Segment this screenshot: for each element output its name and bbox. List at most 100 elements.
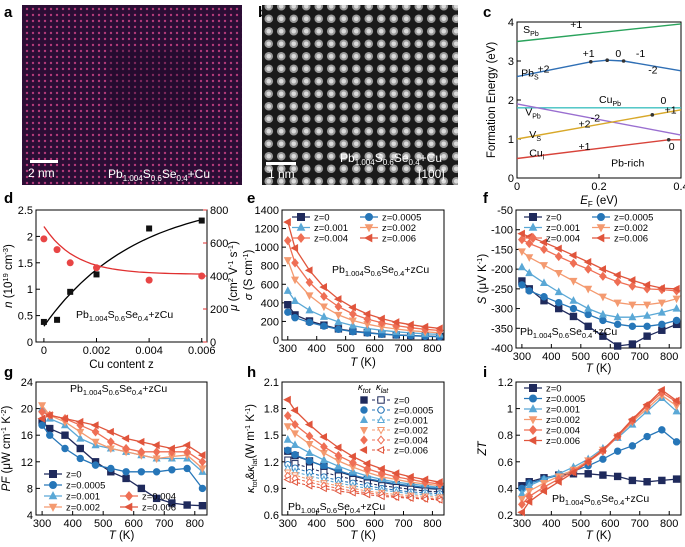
g-data-point [168, 499, 176, 507]
g-legend-label: z=0.002 [66, 503, 100, 514]
e-legend-label: z=0.004 [314, 234, 348, 245]
e-legend-label: z=0.002 [382, 223, 416, 234]
h-ytick-label: 1.2 [264, 457, 279, 469]
h-data-point [363, 464, 372, 474]
f-legend-marker [529, 213, 537, 221]
e-data-point [305, 277, 314, 288]
d-ytick-label: 0 [27, 337, 33, 349]
e-data-point [377, 314, 385, 323]
e-data-point [435, 324, 443, 333]
f-data-point [657, 284, 665, 293]
f-data-point [672, 303, 681, 312]
g-data-point [38, 407, 46, 417]
i-legend-marker [529, 394, 537, 403]
f-ytick-label: -100 [491, 225, 513, 237]
f-data-point [613, 277, 622, 287]
h-data-point [320, 442, 328, 452]
d-n-point [93, 271, 100, 278]
g-data-point [61, 431, 69, 439]
g-compound-label: Pb1.004S0.6Se0.4+zCu [70, 383, 167, 397]
e-data-point [283, 218, 291, 227]
c-charge-label: 0 [615, 48, 621, 60]
i-ytick-label: 0.4 [498, 483, 513, 495]
i-legend-label: z=0.0005 [546, 394, 585, 405]
g-xtick-label: 300 [33, 518, 51, 530]
c-charge-label: +2 [538, 64, 550, 76]
f-legend-marker [597, 213, 605, 221]
h-legend-header-lat: κlat [376, 382, 389, 395]
d-ytick-right-label: 0 [210, 337, 216, 349]
f-legend-label: z=0.0005 [614, 213, 653, 224]
g-data-point [122, 443, 130, 454]
c-xtick-label: 0 [514, 181, 520, 193]
h-data-point [348, 452, 356, 461]
g-data-point [76, 428, 85, 437]
d-mu-point [93, 264, 101, 272]
e-data-point [283, 236, 292, 246]
f-data-point [569, 258, 578, 268]
f-data-point [569, 277, 578, 286]
g-axes-frame [35, 381, 208, 516]
i-data-point [672, 475, 681, 483]
c-transition-dot [666, 137, 671, 142]
h-axes-frame [281, 381, 445, 516]
f-data-point [613, 342, 622, 350]
panel-label-c: c [483, 4, 491, 21]
f-data-point [584, 322, 592, 331]
f-legend-marker [528, 233, 538, 243]
h-legend-label: z=0.0005 [394, 406, 433, 417]
e-xtick-label: 600 [365, 343, 383, 355]
h-data-point [290, 430, 300, 439]
f-data-point [517, 262, 526, 271]
h-lat-data-point [290, 478, 298, 487]
f-data-point [643, 301, 652, 310]
e-y-axis-label: σ (S cm-1) [241, 250, 255, 301]
i-ytick-label: 1 [507, 404, 513, 416]
f-xtick-label: 500 [572, 351, 590, 363]
i-data-point [657, 385, 665, 395]
f-data-point [554, 251, 563, 262]
i-data-point [598, 445, 606, 454]
d-n-point [67, 288, 74, 295]
f-data-point [613, 320, 622, 329]
i-data-point [518, 499, 526, 509]
i-data-point [658, 426, 666, 434]
d-ytick-label: 0.5 [18, 311, 33, 323]
i-data-point [672, 438, 681, 446]
g-data-point [152, 441, 160, 450]
h-data-point [305, 457, 314, 465]
h-y-axis-label: κtot&κlat(W m-1 K-1) [245, 404, 259, 493]
f-data-point [671, 284, 680, 293]
i-data-point [517, 495, 526, 504]
f-data-point [525, 287, 533, 295]
i-data-point [584, 470, 592, 478]
c-xtick-label: 0.4 [673, 181, 685, 193]
i-legend-marker [529, 384, 537, 392]
f-xtick-label: 800 [660, 351, 678, 363]
f-data-point [642, 280, 651, 289]
h-data-point [435, 478, 443, 487]
h-legend-marker-tot [359, 445, 368, 455]
g-ytick-label: 24 [21, 377, 33, 389]
h-data-point [377, 464, 385, 473]
g-legend-marker [124, 491, 134, 501]
i-ytick-label: 0.6 [498, 457, 513, 469]
c-charge-label: -2 [648, 64, 657, 76]
e-ytick-label: 200 [261, 316, 279, 328]
h-legend-marker-lat [377, 435, 385, 445]
c-charge-label: +1 [583, 48, 595, 60]
d-n-point [146, 225, 153, 232]
f-legend-label: z=0.001 [546, 223, 580, 234]
i-axes-frame [515, 381, 682, 516]
h-lat-data-point [435, 496, 443, 504]
f-legend-label: z=0.004 [546, 234, 580, 245]
h-legend-label: z=0.004 [394, 436, 428, 447]
c-xtick-label: 0.2 [591, 181, 606, 193]
d-ytick-label: 2 [27, 231, 33, 243]
f-x-axis-label: T (K) [586, 363, 612, 375]
g-legend-marker [124, 502, 133, 512]
d-y-axis-label: n (1019 cm-3) [1, 244, 15, 308]
e-data-point [319, 312, 328, 320]
i-data-point [643, 432, 651, 441]
